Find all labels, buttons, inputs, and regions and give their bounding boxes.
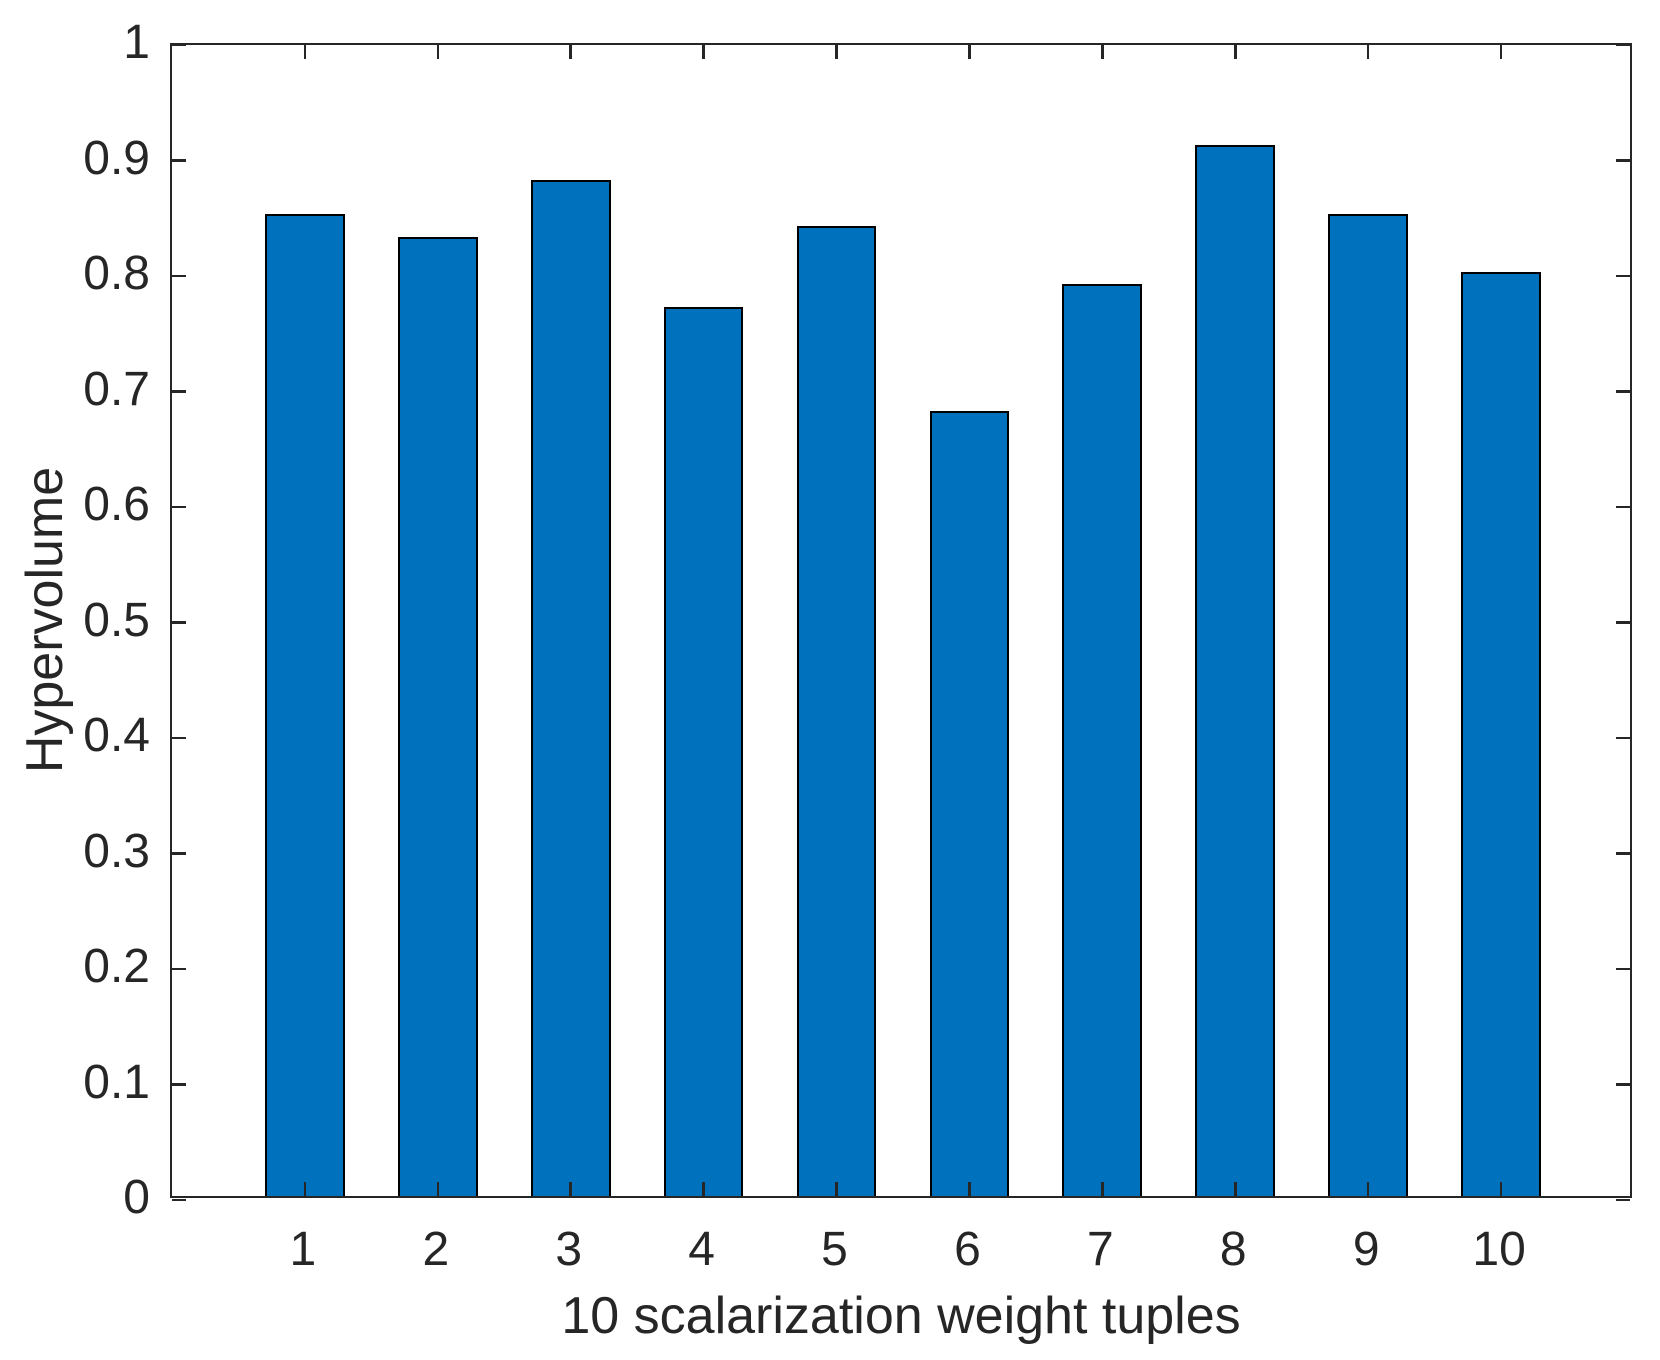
- x-tick-mark: [1499, 45, 1503, 59]
- bar-8: [1195, 144, 1276, 1196]
- x-tick-label: 9: [1352, 1223, 1380, 1276]
- x-tick-mark: [1234, 45, 1237, 59]
- x-tick-mark: [835, 45, 838, 59]
- y-tick-mark: [172, 852, 186, 855]
- x-tick-mark: [1366, 45, 1370, 59]
- x-tick-label: 5: [821, 1223, 848, 1276]
- y-tick-mark: [172, 1198, 186, 1202]
- bar-9: [1328, 214, 1409, 1196]
- x-tick-mark: [303, 1182, 307, 1196]
- y-tick-label: 0.1: [83, 1055, 150, 1109]
- bar-1: [265, 214, 345, 1196]
- y-tick-mark: [1616, 43, 1630, 47]
- y-tick-mark: [1616, 505, 1630, 509]
- bar-5: [796, 225, 877, 1196]
- y-tick-label: 0.5: [83, 593, 150, 647]
- x-tick-mark: [1499, 1182, 1503, 1196]
- y-tick-label: 0.4: [83, 709, 150, 762]
- y-tick-mark: [172, 736, 186, 740]
- y-tick-mark: [172, 159, 186, 162]
- y-tick-mark: [1616, 1083, 1630, 1086]
- y-tick-mark: [172, 390, 186, 393]
- x-tick-mark: [702, 45, 705, 59]
- x-tick-label: 2: [422, 1223, 450, 1276]
- x-axis-label: 10 scalarization weight tuples: [561, 1287, 1241, 1345]
- x-tick-mark: [436, 1182, 440, 1196]
- bar-6: [929, 410, 1010, 1196]
- y-tick-mark: [1616, 967, 1630, 971]
- x-tick-mark: [1234, 1182, 1237, 1196]
- y-tick-label: 0.8: [83, 247, 150, 300]
- x-tick-label: 4: [688, 1223, 715, 1276]
- y-tick-mark: [1616, 1198, 1630, 1202]
- y-tick-mark: [1616, 736, 1630, 740]
- y-tick-mark: [172, 43, 186, 47]
- x-tick-mark: [569, 45, 572, 59]
- x-tick-mark: [436, 45, 440, 59]
- x-tick-label: 10: [1472, 1223, 1526, 1276]
- bar-2: [397, 237, 478, 1196]
- y-tick-mark: [172, 505, 186, 509]
- y-tick-mark: [172, 274, 186, 278]
- x-tick-mark: [968, 1182, 971, 1196]
- y-tick-mark: [1616, 390, 1630, 393]
- y-tick-mark: [172, 967, 186, 971]
- y-tick-mark: [1616, 274, 1630, 278]
- y-tick-mark: [1616, 852, 1630, 855]
- x-tick-label: 7: [1087, 1223, 1114, 1276]
- y-tick-label: 0.7: [83, 362, 150, 416]
- x-tick-label: 3: [555, 1223, 583, 1276]
- x-tick-mark: [1366, 1182, 1370, 1196]
- y-tick-label: 0: [123, 1171, 150, 1224]
- x-tick-mark: [1101, 1182, 1104, 1196]
- y-tick-label: 1: [123, 16, 150, 69]
- y-tick-label: 0.9: [83, 131, 150, 185]
- y-tick-mark: [172, 1083, 186, 1086]
- x-tick-mark: [968, 45, 971, 59]
- y-tick-mark: [1616, 621, 1630, 624]
- x-tick-mark: [303, 45, 307, 59]
- x-tick-label: 1: [289, 1223, 317, 1276]
- bar-7: [1062, 283, 1143, 1196]
- x-tick-mark: [835, 1182, 838, 1196]
- x-tick-mark: [1101, 45, 1104, 59]
- plot-area: [170, 43, 1632, 1202]
- bar-4: [663, 306, 744, 1196]
- y-tick-mark: [172, 621, 186, 624]
- x-tick-mark: [702, 1182, 705, 1196]
- x-tick-label: 6: [954, 1223, 981, 1276]
- bar-3: [530, 179, 611, 1196]
- x-tick-label: 8: [1219, 1223, 1247, 1276]
- y-tick-label: 0.2: [83, 940, 150, 993]
- x-tick-mark: [569, 1182, 572, 1196]
- y-tick-label: 0.6: [83, 478, 150, 531]
- bar-10: [1461, 272, 1541, 1196]
- y-tick-mark: [1616, 159, 1630, 162]
- y-tick-label: 0.3: [83, 824, 150, 878]
